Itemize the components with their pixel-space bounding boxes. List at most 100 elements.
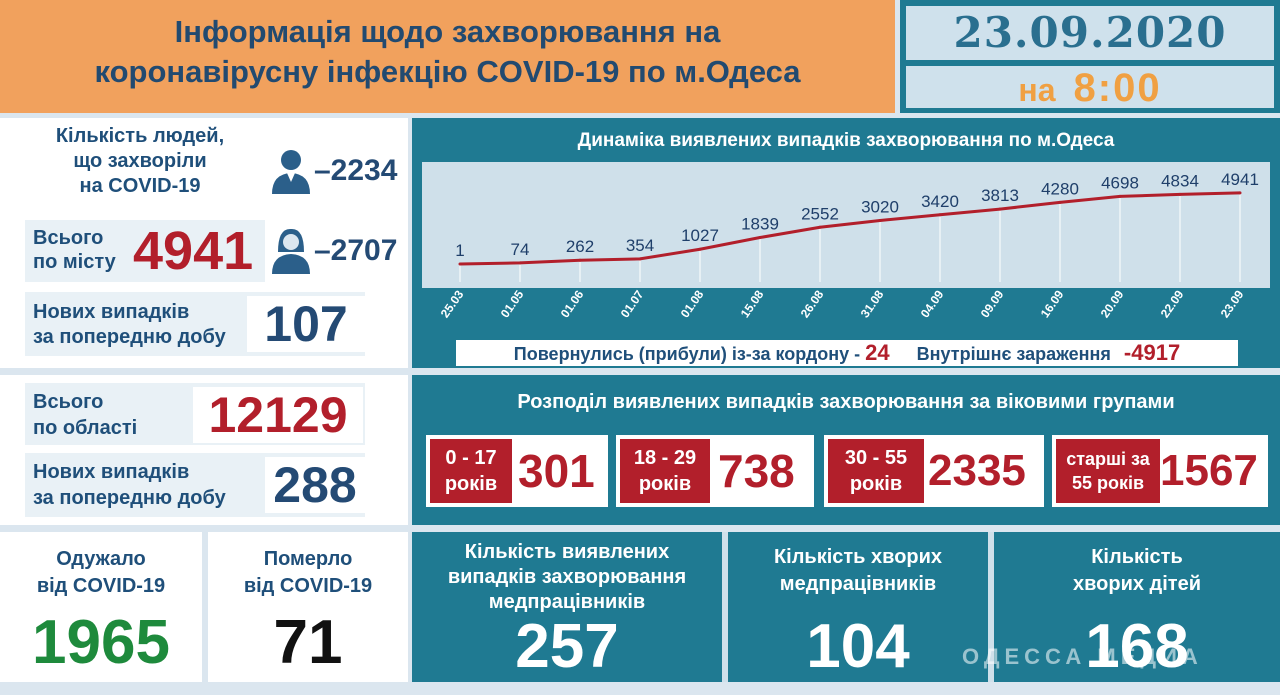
age-group-label: 0 - 17 років bbox=[430, 439, 512, 503]
x-tick-label: 15.08 bbox=[738, 287, 767, 320]
x-tick-label: 16.09 bbox=[1038, 287, 1067, 320]
region-total: 12129 bbox=[193, 387, 363, 443]
report-time: 8:00 bbox=[1073, 66, 1162, 110]
data-point bbox=[1058, 200, 1062, 204]
age-unit: років bbox=[849, 473, 903, 495]
age-groups-title: Розподіл виявлених випадків захворювання… bbox=[517, 391, 1175, 413]
sick-medical-count: 104 bbox=[806, 612, 910, 681]
data-label: 354 bbox=[626, 236, 654, 255]
children-label-line-2: хворих дітей bbox=[1072, 573, 1202, 595]
age-range: 0 - 17 bbox=[445, 447, 497, 469]
data-point bbox=[1118, 194, 1122, 198]
region-panel: Всього по області 12129 Нових випадків з… bbox=[0, 375, 408, 525]
sick-label-line-1: Кількість людей, bbox=[55, 125, 225, 147]
data-point bbox=[1238, 191, 1242, 195]
sick-medical-label-line-2: медпрацівників bbox=[779, 573, 937, 595]
data-point bbox=[698, 247, 702, 251]
children-count: 168 bbox=[1085, 612, 1189, 681]
region-total-label-line-1: Всього bbox=[33, 391, 104, 413]
age-unit: 55 років bbox=[1071, 473, 1145, 493]
chart-panel: Динаміка виявлених випадків захворювання… bbox=[412, 118, 1280, 368]
region-new-label-line-1: Нових випадків bbox=[33, 461, 190, 483]
at-label: на bbox=[1018, 72, 1056, 108]
x-tick-label: 01.07 bbox=[618, 287, 647, 320]
woman-icon bbox=[272, 228, 310, 274]
cases-line-chart: 1 25.03 74 01.05 262 01.06 354 01.07 1027 01.08 18… bbox=[438, 170, 1259, 320]
sick-label-line-2: що захворіли bbox=[73, 150, 207, 172]
data-label: 262 bbox=[566, 237, 594, 256]
city-total-label: Всього по місту bbox=[33, 226, 116, 274]
data-label: 1027 bbox=[681, 226, 719, 245]
divider bbox=[722, 532, 728, 682]
age-range: старші за bbox=[1066, 449, 1150, 469]
data-label: 74 bbox=[511, 240, 530, 259]
chart-title: Динаміка виявлених випадків захворювання… bbox=[577, 130, 1115, 151]
recovered-label: Одужало від COVID-19 bbox=[0, 546, 202, 600]
report-date: 23.09.2020 bbox=[906, 6, 1274, 60]
header-banner: Інформація щодо захворювання на коронаві… bbox=[0, 0, 895, 113]
data-label: 4698 bbox=[1101, 173, 1139, 192]
region-new-label-line-2: за попередню добу bbox=[33, 487, 226, 509]
region-total-box: Всього по області 12129 bbox=[25, 383, 365, 445]
local-count: -4917 bbox=[1123, 340, 1181, 365]
deaths-count: 71 bbox=[273, 608, 343, 677]
region-total-label: Всього по області bbox=[33, 389, 137, 441]
x-tick-label: 01.08 bbox=[678, 287, 707, 320]
divider bbox=[988, 532, 994, 682]
medical-cases-count: 257 bbox=[515, 612, 619, 681]
title-line-2: коронавірусну інфекцію COVID-19 по м.Оде… bbox=[94, 54, 801, 89]
age-group-value: 2335 bbox=[928, 446, 1026, 495]
local-label: Внутрішнє зараження bbox=[916, 344, 1111, 364]
data-point bbox=[818, 225, 822, 229]
data-label: 3420 bbox=[921, 192, 959, 211]
city-panel: Кількість людей, що захворіли на COVID-1… bbox=[0, 118, 408, 368]
data-label: 4941 bbox=[1221, 170, 1259, 189]
city-new-label: Нових випадків за попередню добу bbox=[33, 300, 226, 350]
age-group-label: 18 - 29 років bbox=[620, 439, 710, 503]
title-line-1: Інформація щодо захворювання на bbox=[174, 14, 721, 49]
sick-medical-label: Кількість хворих медпрацівників bbox=[728, 544, 988, 598]
sick-label: Кількість людей, що захворіли на COVID-1… bbox=[20, 124, 260, 199]
deaths-label: Померло від COVID-19 bbox=[208, 546, 408, 600]
recovered-count: 1965 bbox=[32, 608, 170, 677]
data-point bbox=[758, 236, 762, 240]
x-tick-label: 31.08 bbox=[858, 287, 887, 320]
data-label: 3813 bbox=[981, 186, 1019, 205]
female-count: –2707 bbox=[314, 234, 398, 267]
data-point bbox=[578, 258, 582, 262]
age-group-value: 1567 bbox=[1160, 446, 1258, 495]
city-new-label-line-1: Нових випадків bbox=[33, 301, 190, 323]
page-title: Інформація щодо захворювання на коронаві… bbox=[0, 12, 895, 92]
data-label: 3020 bbox=[861, 198, 899, 217]
deaths-card: Померло від COVID-19 71 bbox=[208, 532, 408, 682]
medical-cases-label-line-3: медпрацівників bbox=[488, 591, 646, 613]
x-tick-label: 01.05 bbox=[498, 287, 527, 320]
male-count: –2234 bbox=[314, 154, 398, 187]
age-unit: років bbox=[444, 473, 498, 495]
region-new-label: Нових випадків за попередню добу bbox=[33, 459, 226, 511]
children-label: Кількість хворих дітей bbox=[994, 544, 1280, 598]
region-new-cases: 288 bbox=[265, 457, 365, 513]
data-label: 1 bbox=[455, 241, 464, 260]
city-new-label-line-2: за попередню добу bbox=[33, 326, 226, 348]
x-tick-label: 26.08 bbox=[798, 287, 827, 320]
age-range: 30 - 55 bbox=[844, 447, 908, 469]
city-total-label-line-1: Всього bbox=[33, 227, 104, 249]
data-point bbox=[638, 257, 642, 261]
data-point bbox=[938, 213, 942, 217]
city-total: 4941 bbox=[133, 221, 254, 281]
age-unit: років bbox=[638, 473, 692, 495]
x-tick-label: 23.09 bbox=[1218, 287, 1247, 320]
x-tick-label: 22.09 bbox=[1158, 287, 1187, 320]
x-tick-label: 25.03 bbox=[438, 287, 467, 320]
data-point bbox=[998, 207, 1002, 211]
city-new-cases: 107 bbox=[247, 296, 365, 352]
data-label: 4280 bbox=[1041, 179, 1079, 198]
region-total-label-line-2: по області bbox=[33, 417, 138, 439]
recovered-label-line-2: від COVID-19 bbox=[36, 575, 166, 597]
deaths-label-line-2: від COVID-19 bbox=[243, 575, 373, 597]
medical-cases-label: Кількість виявлених випадків захворюванн… bbox=[412, 540, 722, 615]
city-total-box: Всього по місту 4941 bbox=[25, 220, 265, 282]
data-label: 1839 bbox=[741, 215, 779, 234]
recovered-label-line-1: Одужало bbox=[56, 548, 146, 570]
